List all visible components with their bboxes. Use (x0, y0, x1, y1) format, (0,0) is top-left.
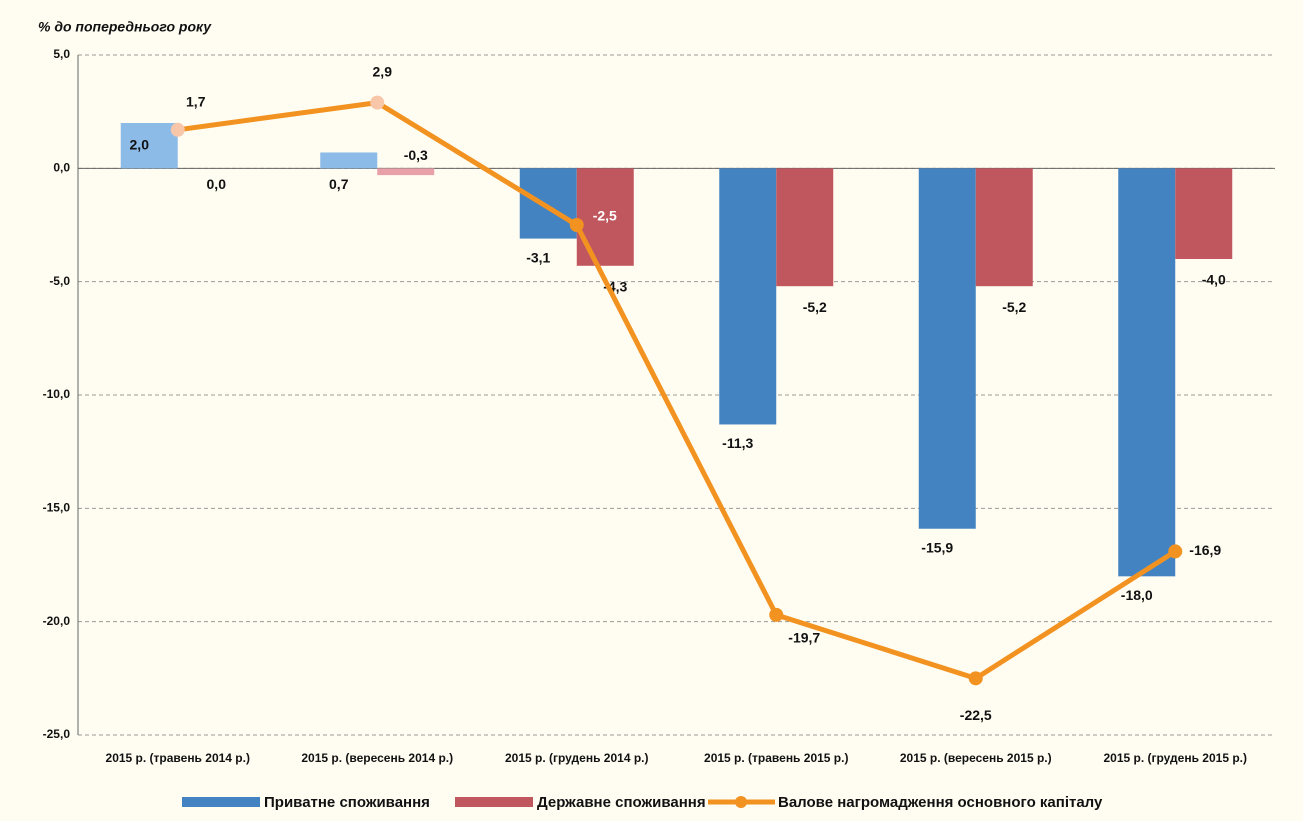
y-tick-label: -20,0 (43, 614, 71, 628)
y-tick-label: -15,0 (43, 501, 71, 515)
x-tick-label: 2015 р. (грудень 2014 р.) (505, 751, 649, 765)
data-label: -19,7 (788, 630, 820, 646)
bar (320, 152, 378, 169)
legend-swatch (455, 797, 533, 807)
data-label: -5,2 (1002, 299, 1026, 315)
data-label: -4,0 (1202, 272, 1226, 288)
data-label: -18,0 (1121, 587, 1153, 603)
data-label: -5,2 (803, 299, 827, 315)
line-point (1168, 544, 1183, 559)
data-label: -0,3 (404, 147, 428, 163)
data-label: -3,1 (526, 249, 550, 265)
x-tick-label: 2015 р. (травень 2015 р.) (704, 751, 848, 765)
y-tick-label: 0,0 (53, 161, 70, 175)
data-label: -11,3 (722, 435, 753, 451)
data-label: 1,7 (186, 94, 206, 110)
line-point (769, 607, 784, 622)
data-label: -2,5 (593, 208, 617, 224)
bar (776, 168, 834, 287)
x-tick-label: 2015 р. (вересень 2014 р.) (301, 751, 453, 765)
data-label: 0,7 (329, 176, 349, 192)
bar (377, 168, 435, 176)
bar (975, 168, 1033, 287)
line-point (968, 671, 983, 686)
bar (1175, 168, 1233, 259)
x-tick-label: 2015 р. (вересень 2015 р.) (900, 751, 1052, 765)
data-label: 2,9 (373, 63, 393, 79)
data-label: -22,5 (960, 707, 992, 723)
y-tick-label: -10,0 (43, 387, 71, 401)
legend-label: Приватне споживання (264, 794, 430, 811)
bar (576, 168, 634, 266)
line-point (370, 95, 385, 110)
axis-label: % до попереднього року (38, 19, 212, 35)
data-label: 0,0 (207, 176, 227, 192)
line-point (170, 122, 185, 137)
y-tick-label: -5,0 (49, 274, 70, 288)
legend-swatch (735, 796, 747, 808)
y-tick-label: 5,0 (53, 47, 70, 61)
data-label: 2,0 (130, 136, 150, 152)
data-label: -16,9 (1189, 542, 1221, 558)
legend-label: Валове нагромадження основного капіталу (778, 794, 1103, 811)
x-tick-label: 2015 р. (грудень 2015 р.) (1103, 751, 1247, 765)
bar (1118, 168, 1176, 577)
legend-label: Державне споживання (537, 794, 706, 811)
y-tick-label: -25,0 (43, 727, 71, 741)
data-label: -15,9 (921, 539, 953, 555)
x-tick-label: 2015 р. (травень 2014 р.) (106, 751, 250, 765)
legend-swatch (182, 797, 260, 807)
bar (719, 168, 777, 425)
bar (918, 168, 976, 529)
line-point (569, 218, 584, 232)
bar (519, 168, 577, 239)
bar (120, 123, 178, 169)
line (177, 100, 1177, 681)
